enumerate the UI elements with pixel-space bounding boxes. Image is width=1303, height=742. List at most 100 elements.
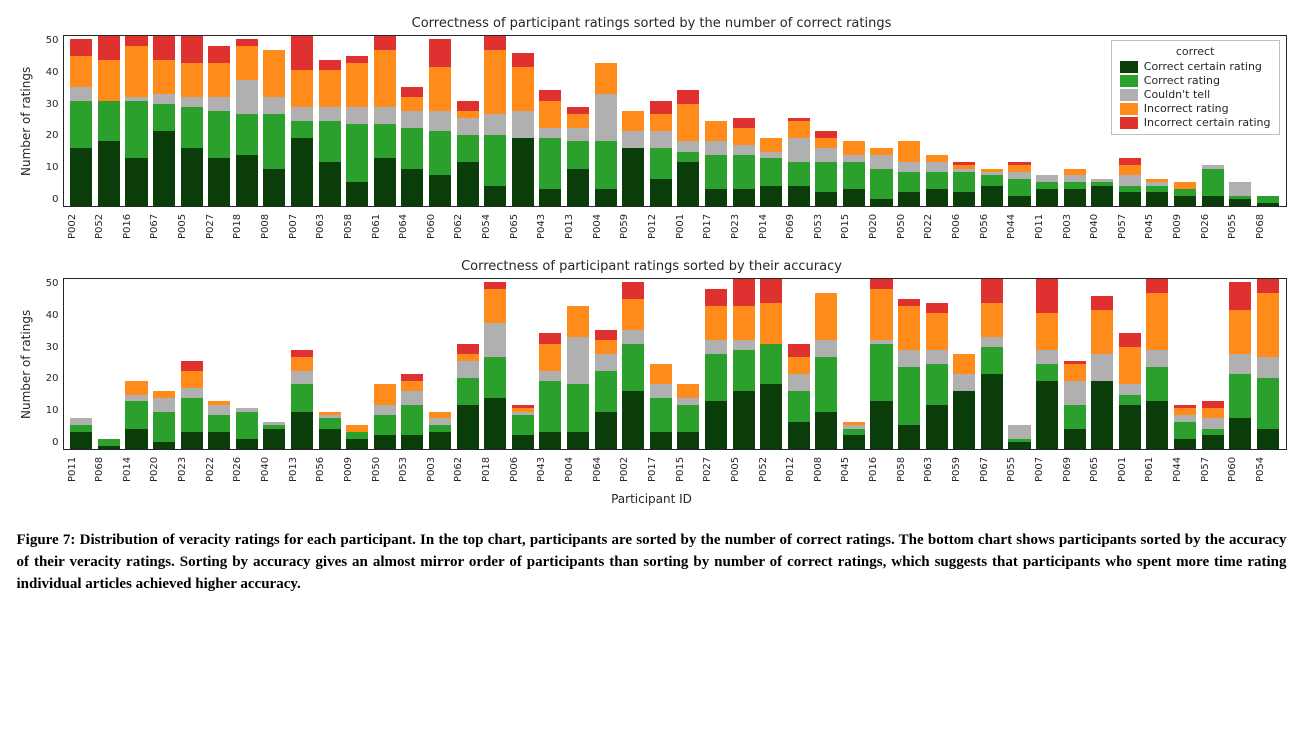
bar-segment [291, 121, 313, 138]
bar-segment [291, 36, 313, 70]
bar-segment [733, 189, 755, 206]
y-tick-label: 10 [37, 162, 59, 173]
bar-segment [1036, 189, 1058, 206]
bar-column [343, 36, 371, 206]
bar-segment [1146, 293, 1168, 351]
bar-column [702, 279, 730, 449]
bar-segment [346, 432, 368, 439]
bar-segment [208, 432, 230, 449]
bar-segment [788, 344, 810, 358]
x-tick-label: P004 [592, 207, 620, 247]
bar-segment [512, 138, 534, 206]
legend-swatch [1120, 61, 1138, 73]
bar-segment [595, 330, 617, 340]
bar-segment [953, 374, 975, 391]
bar-segment [70, 87, 92, 101]
bar-column [454, 36, 482, 206]
bar-segment [870, 155, 892, 169]
bar-segment [981, 186, 1003, 206]
bar-segment [733, 306, 755, 340]
bar-segment [705, 155, 727, 189]
bar-segment [843, 429, 865, 436]
x-tick-label: P005 [730, 450, 758, 490]
legend-label: Couldn't tell [1144, 88, 1210, 101]
bar-column [730, 36, 758, 206]
x-tick-label: P040 [260, 450, 288, 490]
bar-segment [263, 429, 285, 449]
x-tick-label: P044 [1006, 207, 1034, 247]
bar-segment [815, 162, 837, 193]
bar-segment [760, 152, 782, 159]
bar-segment [429, 67, 451, 111]
bar-column [592, 36, 620, 206]
bar-segment [622, 111, 644, 131]
bar-column [619, 36, 647, 206]
bar-column [895, 279, 923, 449]
bar-column [1006, 279, 1034, 449]
bar-segment [733, 340, 755, 350]
x-tick-label: P003 [426, 450, 454, 490]
bar-segment [457, 344, 479, 354]
x-tick-label: P056 [979, 207, 1007, 247]
bar-segment [595, 340, 617, 354]
bar-segment [953, 354, 975, 374]
bar-segment [1174, 189, 1196, 196]
bar-segment [125, 36, 147, 46]
x-tick-label: P055 [1227, 207, 1255, 247]
bar-column [178, 36, 206, 206]
bar-segment [1202, 196, 1224, 206]
bar-segment [457, 101, 479, 111]
x-tick-label: P063 [315, 207, 343, 247]
bar-segment [457, 378, 479, 405]
bar-segment [484, 398, 506, 449]
bar-segment [374, 415, 396, 435]
bar-segment [1119, 405, 1141, 449]
bar-segment [622, 148, 644, 206]
bar-segment [319, 429, 341, 449]
x-tick-label: P014 [122, 450, 150, 490]
bar-segment [898, 192, 920, 206]
bar-segment [1008, 172, 1030, 179]
bar-segment [953, 172, 975, 192]
bar-segment [650, 148, 672, 179]
bar-segment [1229, 354, 1251, 374]
bar-column [205, 36, 233, 206]
bar-column [1254, 279, 1282, 449]
bar-column [399, 36, 427, 206]
bar-segment [926, 364, 948, 405]
bar-segment [788, 162, 810, 186]
bar-segment [567, 384, 589, 432]
x-tick-label: P052 [758, 450, 786, 490]
y-tick-label: 0 [37, 437, 59, 448]
bar-column [813, 279, 841, 449]
bar-segment [125, 429, 147, 449]
bar-segment [567, 114, 589, 128]
bar-segment [1229, 199, 1251, 206]
bar-column [702, 36, 730, 206]
bar-column [840, 36, 868, 206]
bar-segment [1064, 182, 1086, 189]
bar-segment [512, 111, 534, 138]
bar-column [1226, 279, 1254, 449]
bar-segment [843, 155, 865, 162]
x-tick-label: P063 [923, 450, 951, 490]
x-tick-label: P023 [730, 207, 758, 247]
bar-segment [153, 131, 175, 206]
bar-segment [484, 186, 506, 206]
bar-segment [595, 412, 617, 449]
bar-segment [236, 39, 258, 46]
bar-segment [1064, 381, 1086, 405]
bar-segment [788, 357, 810, 374]
bar-segment [539, 381, 561, 432]
x-tick-label: P057 [1200, 450, 1228, 490]
bar-column [509, 36, 537, 206]
bar-segment [1229, 374, 1251, 418]
bar-segment [760, 279, 782, 303]
bar-segment [236, 114, 258, 155]
bar-column [647, 36, 675, 206]
bar-column [757, 36, 785, 206]
x-tick-label: P045 [1144, 207, 1172, 247]
x-tick-label: P064 [592, 450, 620, 490]
y-tick-label: 30 [37, 99, 59, 110]
bar-segment [512, 67, 534, 111]
